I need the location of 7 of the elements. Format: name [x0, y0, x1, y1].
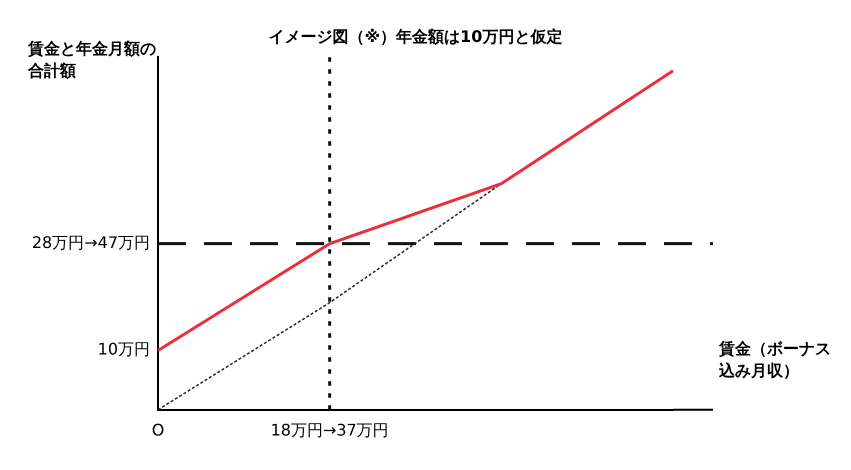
x-axis-title: 賃金（ボーナス込み月収） — [719, 338, 832, 382]
annotation: 10万円 — [98, 340, 150, 359]
ref-line-label: 28万円→47万円 — [32, 232, 150, 252]
y-axis-title: 賃金と年金月額の合計額 — [28, 38, 157, 82]
chart-title: イメージ図（※）年金額は10万円と仮定 — [268, 26, 562, 46]
x-tick-label: 18万円→37万円 — [270, 420, 389, 440]
x-tick-label: O — [152, 420, 164, 440]
